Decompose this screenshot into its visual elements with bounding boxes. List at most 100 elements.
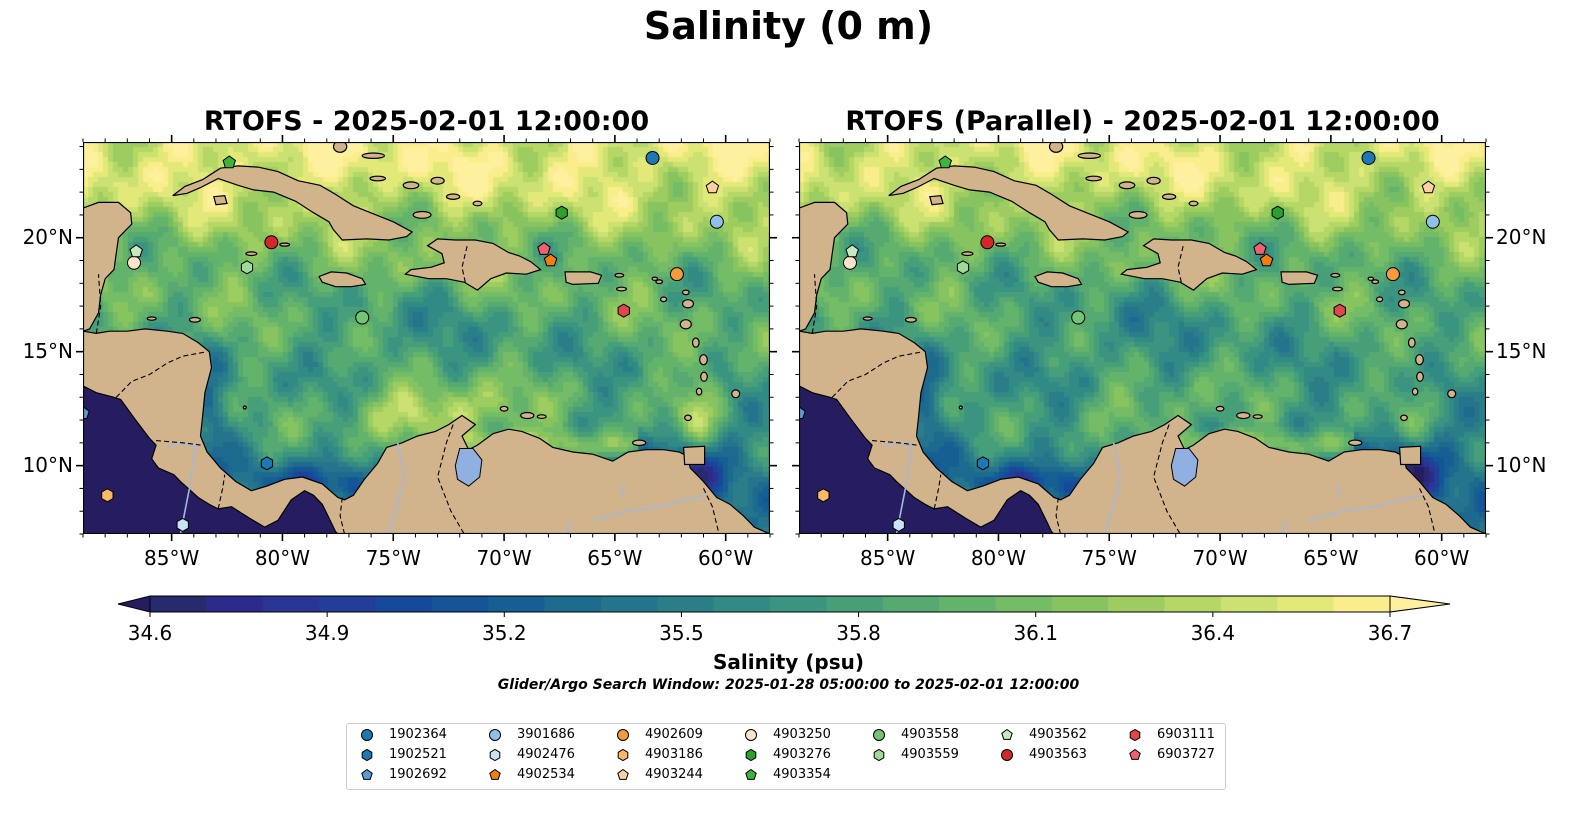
lon-tick-label: 70°W [1192,546,1248,570]
small-island [369,175,387,182]
small-island [1128,210,1148,219]
small-island [445,193,461,201]
colorbar-segment [206,596,264,612]
land-yucatan [799,201,849,332]
colorbar-over-arrow [1389,595,1451,613]
legend-marker-hexagon-icon [745,748,757,762]
small-island [1085,175,1103,182]
colorbar-segment [600,596,658,612]
legend-label: 3901686 [517,727,575,742]
float-marker-4903276[interactable] [1271,205,1284,220]
float-marker-4903558[interactable] [355,310,370,325]
float-marker-4903559[interactable] [956,260,970,275]
small-island [1252,414,1263,420]
float-marker-4903354[interactable] [938,155,952,169]
legend-marker-circle-icon [1001,749,1013,761]
legend-marker-circle-icon [489,729,501,741]
float-marker-1902521[interactable] [260,456,274,471]
small-island [695,387,703,396]
float-marker-6903727[interactable] [537,241,551,255]
colorbar-segment [544,596,602,612]
float-marker-4903562[interactable] [129,244,143,258]
float-marker-1902692[interactable] [799,406,806,419]
lon-tick-label: 80°W [254,546,311,570]
legend-label: 1902692 [389,767,447,782]
land-jamaica [1034,271,1083,288]
float-marker-3901686[interactable] [1425,214,1440,229]
float-marker-1902692[interactable] [83,406,90,419]
small-island [430,176,445,185]
float-marker-4903250[interactable] [126,255,141,270]
float-marker-1902364[interactable] [645,150,660,165]
lon-tick-label: 75°W [365,546,421,570]
country-border [156,440,201,446]
small-island [499,405,509,412]
float-marker-1902364[interactable] [1361,150,1376,165]
colorbar-tick-label: 34.6 [128,621,173,645]
land-hispaniola [1120,238,1258,291]
country-border [1153,424,1181,534]
float-marker-4903563[interactable] [264,235,279,250]
float-marker-4903186[interactable] [101,488,114,503]
float-marker-4903186[interactable] [817,488,830,503]
small-island [472,200,483,207]
float-marker-4903244[interactable] [705,180,720,194]
colorbar-segment [150,596,207,612]
land-hispaniola [404,238,542,291]
float-marker-4903558[interactable] [1071,310,1086,325]
float-marker-4903244[interactable] [1421,180,1436,194]
lon-tick-label: 85°W [144,546,200,570]
small-island [1077,152,1101,160]
float-marker-4902534[interactable] [1259,253,1274,267]
map-panel-rtofs[interactable] [83,142,770,534]
legend-marker-circle-icon [745,729,757,741]
float-marker-1902521[interactable] [976,456,990,471]
legend-label: 4903354 [773,767,831,782]
float-marker-4903250[interactable] [842,255,857,270]
small-island [699,354,708,366]
map-panel-parallel[interactable] [799,142,1486,534]
float-marker-4902609[interactable] [1385,267,1400,282]
small-island [691,337,700,348]
colorbar-segment [995,596,1053,612]
float-marker-3901686[interactable] [709,214,724,229]
float-marker-6903111[interactable] [617,303,630,318]
small-island [1161,193,1177,201]
float-marker-6903727[interactable] [1253,241,1267,255]
lon-tick-label: 65°W [1303,546,1359,570]
float-marker-4903354[interactable] [222,155,236,169]
small-island [1118,181,1136,190]
small-island [862,316,873,321]
country-border [217,474,226,510]
float-marker-4903562[interactable] [845,244,859,258]
float-marker-4902476[interactable] [176,517,189,532]
float-marker-4903559[interactable] [240,260,254,275]
colorbar-segment [375,596,433,612]
small-island [681,299,695,309]
legend-marker-pentagon-icon [617,768,629,780]
float-marker-4902534[interactable] [543,253,558,267]
small-island [536,414,547,420]
figure-title: Salinity (0 m) [643,4,934,48]
country-border [703,488,720,534]
small-island [684,414,692,422]
float-marker-4903276[interactable] [555,205,568,220]
small-island [1048,142,1064,153]
float-marker-4902476[interactable] [892,517,905,532]
legend-label: 4903563 [1029,747,1087,762]
map-frame [83,142,770,534]
colorbar-segment [713,596,771,612]
river [1336,483,1341,498]
small-island [146,316,157,321]
legend-label: 6903111 [1157,727,1215,742]
legend-marker-pentagon-icon [1129,748,1141,760]
lon-tick-label: 70°W [476,546,532,570]
colorbar-segment [319,596,377,612]
colorbar-segment [1277,596,1335,612]
float-marker-4903563[interactable] [980,235,995,250]
small-island [904,316,918,323]
float-marker-4902609[interactable] [669,267,684,282]
panel-title-rtofs: RTOFS - 2025-02-01 12:00:00 [203,106,650,137]
small-island [961,251,974,257]
float-marker-6903111[interactable] [1333,303,1346,318]
